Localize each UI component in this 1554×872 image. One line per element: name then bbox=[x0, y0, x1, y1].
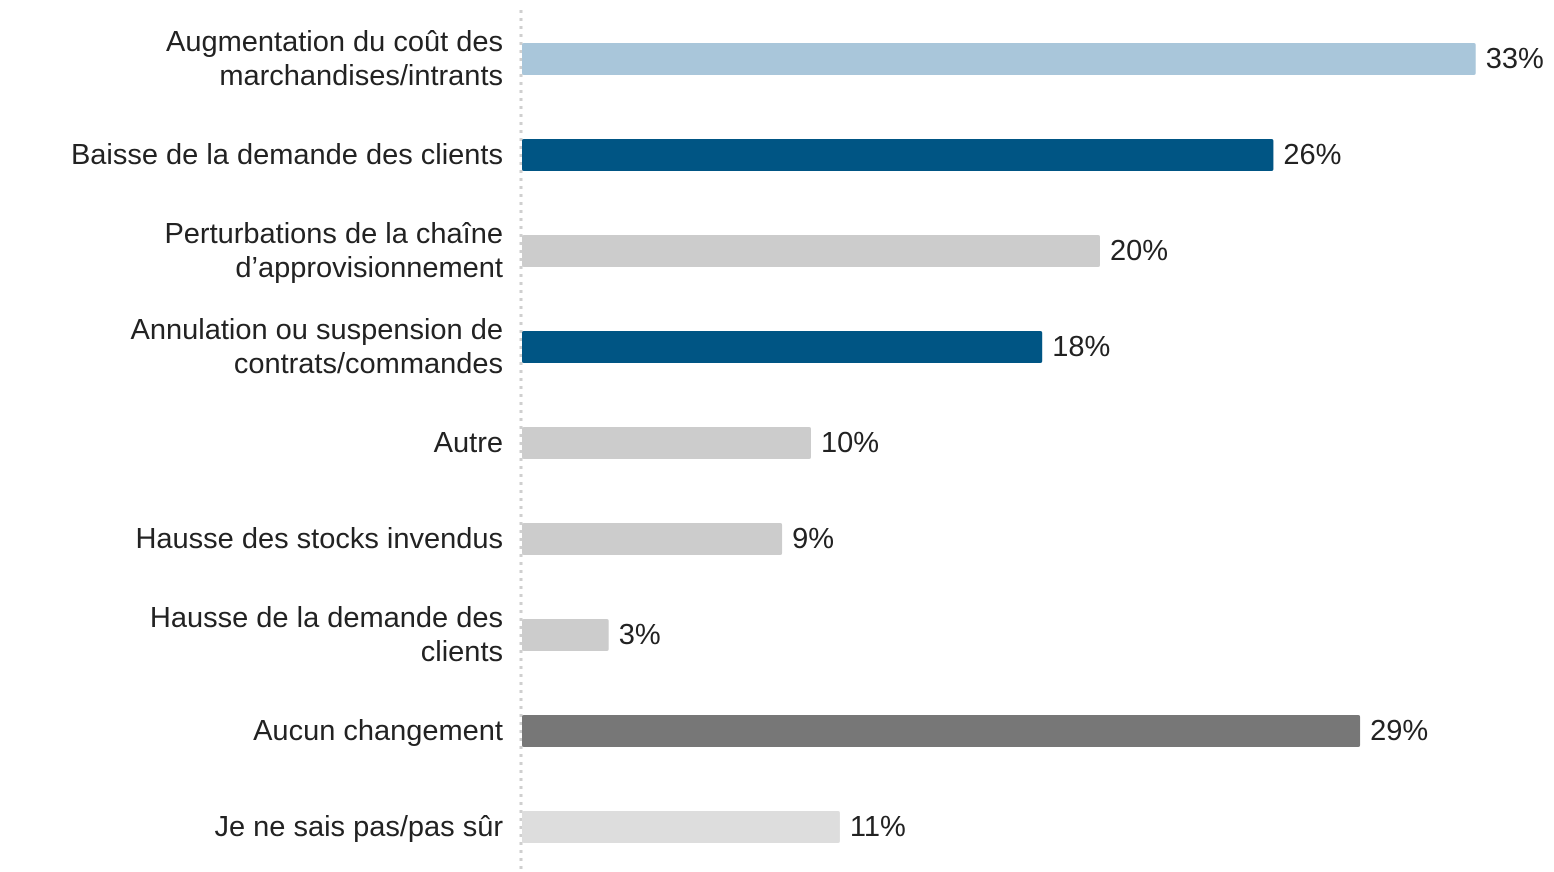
bar bbox=[522, 43, 1476, 75]
category-label: Hausse des stocks invendus bbox=[135, 523, 503, 555]
value-label: 33% bbox=[1485, 43, 1544, 75]
value-label: 26% bbox=[1283, 139, 1342, 171]
bar bbox=[522, 331, 1043, 363]
category-label: Annulation ou suspension de contrats/com… bbox=[130, 314, 503, 380]
bar bbox=[522, 811, 840, 843]
bar bbox=[522, 619, 609, 651]
value-label: 9% bbox=[792, 523, 835, 555]
category-label: Baisse de la demande des clients bbox=[70, 139, 503, 171]
value-label: 10% bbox=[821, 427, 880, 459]
value-label: 11% bbox=[849, 811, 906, 843]
category-label: Aucun changement bbox=[253, 715, 503, 747]
value-label: 29% bbox=[1370, 715, 1429, 747]
bar bbox=[522, 235, 1100, 267]
category-label: Augmentation du coût des marchandises/in… bbox=[166, 26, 503, 92]
bar bbox=[522, 139, 1274, 171]
category-label: Autre bbox=[433, 427, 503, 459]
category-label: Je ne sais pas/pas sûr bbox=[214, 811, 503, 843]
value-label: 3% bbox=[618, 619, 661, 651]
value-label: 20% bbox=[1110, 235, 1169, 267]
bar bbox=[522, 715, 1361, 747]
bar bbox=[522, 427, 811, 459]
category-label: Perturbations de la chaîne d’approvision… bbox=[164, 218, 503, 284]
value-label: 18% bbox=[1052, 331, 1111, 363]
category-label: Hausse de la demande des clients bbox=[149, 602, 503, 668]
bar bbox=[522, 523, 783, 555]
